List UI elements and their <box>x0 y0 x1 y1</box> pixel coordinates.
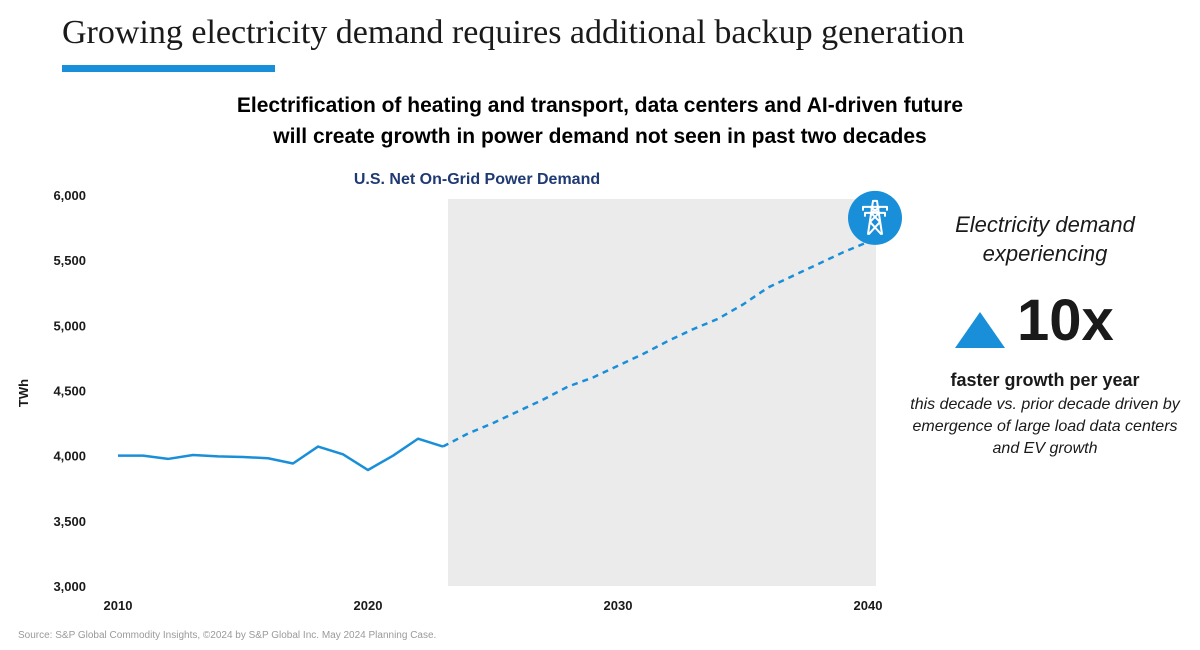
slide-title: Growing electricity demand requires addi… <box>62 14 965 51</box>
headline: Electrification of heating and transport… <box>100 90 1100 152</box>
y-tick-label: 3,500 <box>53 514 86 529</box>
up-triangle-icon <box>955 312 1005 348</box>
multiplier-value: 10x <box>1017 288 1114 353</box>
x-axis: 2010 2020 2030 2040 <box>104 598 883 613</box>
callout-lead: Electricity demand experiencing <box>955 212 1135 266</box>
y-tick-label: 4,000 <box>53 449 86 464</box>
y-axis-title: TWh <box>16 379 31 407</box>
transmission-tower-icon <box>848 190 902 245</box>
x-tick-label: 2020 <box>354 598 383 613</box>
x-tick-label: 2040 <box>854 598 883 613</box>
chart-title: U.S. Net On-Grid Power Demand <box>354 171 600 188</box>
callout-panel: Electricity demand experiencing 10x fast… <box>905 210 1185 460</box>
y-tick-label: 5,500 <box>53 253 86 268</box>
y-tick-label: 3,000 <box>53 579 86 594</box>
headline-line-2: will create growth in power demand not s… <box>273 125 927 148</box>
forecast-series-line <box>442 240 869 448</box>
title-underline <box>62 65 275 72</box>
y-tick-label: 5,000 <box>53 318 86 333</box>
multiplier-row: 10x <box>905 290 1185 360</box>
y-tick-label: 4,500 <box>53 384 86 399</box>
series-layer <box>118 240 869 472</box>
callout-emphasis: faster growth per year <box>950 370 1140 390</box>
callout-detail: this decade vs. prior decade driven by e… <box>910 396 1180 457</box>
historical-series-line <box>118 437 444 472</box>
y-axis: 3,000 3,500 4,000 4,500 5,000 5,500 6,000 <box>53 188 86 594</box>
headline-line-1: Electrification of heating and transport… <box>236 94 964 117</box>
y-tick-label: 6,000 <box>53 188 86 203</box>
x-tick-label: 2030 <box>604 598 633 613</box>
forecast-region <box>448 199 876 586</box>
source-note: Source: S&P Global Commodity Insights, ©… <box>18 630 437 641</box>
x-tick-label: 2010 <box>104 598 133 613</box>
